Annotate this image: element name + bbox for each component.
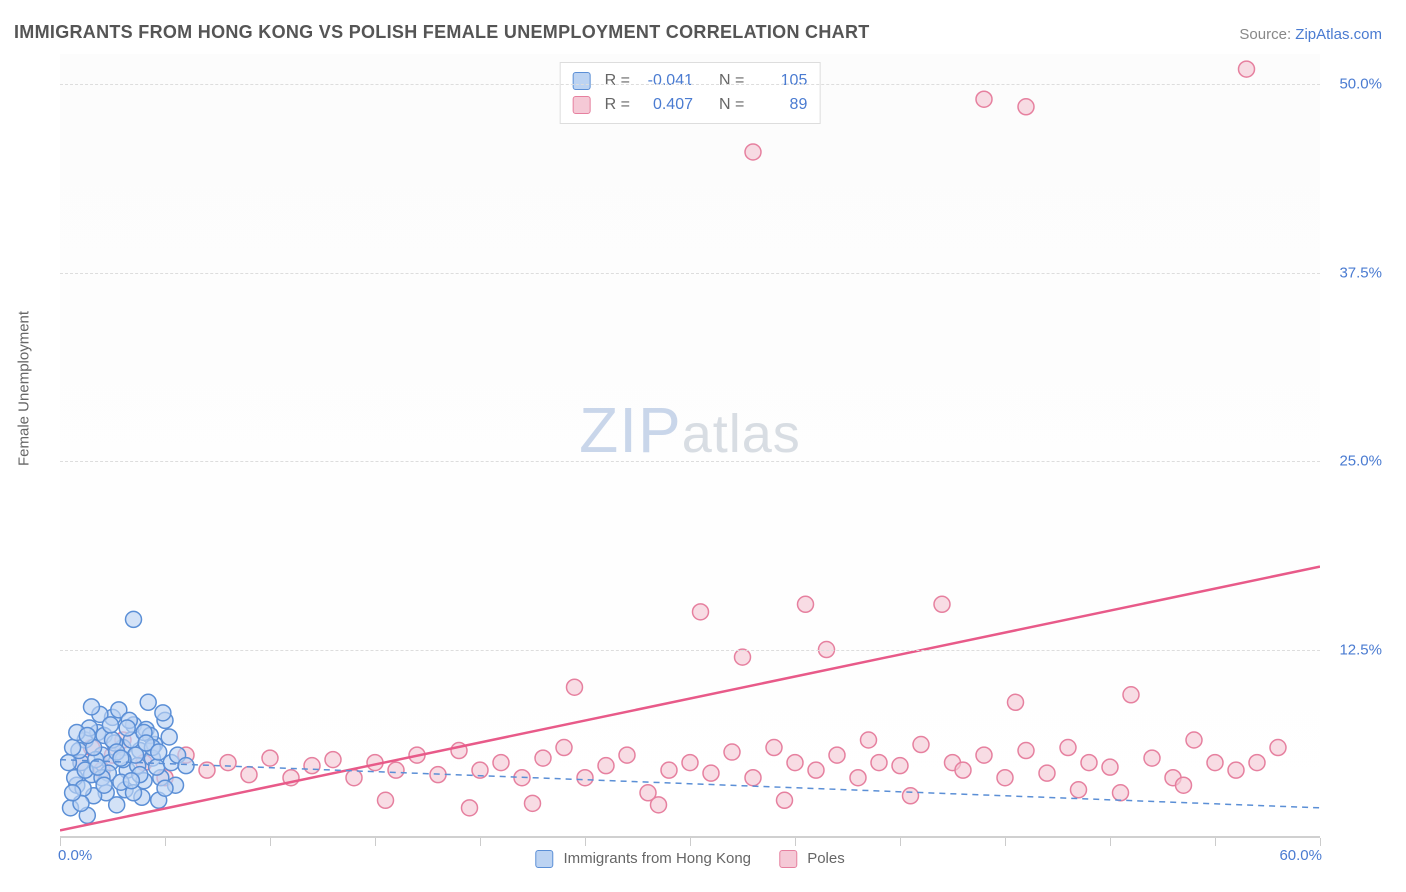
series-legend: Immigrants from Hong Kong Poles xyxy=(535,850,844,868)
chart-title: IMMIGRANTS FROM HONG KONG VS POLISH FEMA… xyxy=(14,22,870,43)
pl-r-value: 0.407 xyxy=(638,93,693,117)
x-tick xyxy=(1005,838,1006,846)
source-attribution: Source: ZipAtlas.com xyxy=(1239,26,1382,43)
hk-r-value: -0.041 xyxy=(638,69,693,93)
swatch-pl-icon xyxy=(779,850,797,868)
hk-n-value: 105 xyxy=(752,69,807,93)
n-label: N = xyxy=(719,93,744,117)
watermark: ZIPatlas xyxy=(579,393,801,467)
stats-legend: R = -0.041 N = 105 R = 0.407 N = 89 xyxy=(560,62,821,124)
gridline xyxy=(60,273,1320,274)
x-tick xyxy=(60,838,61,846)
gridline xyxy=(60,84,1320,85)
pl-n-value: 89 xyxy=(752,93,807,117)
source-link[interactable]: ZipAtlas.com xyxy=(1295,26,1382,43)
x-tick xyxy=(1320,838,1321,846)
n-label: N = xyxy=(719,69,744,93)
x-tick xyxy=(270,838,271,846)
y-tick-label: 12.5% xyxy=(1339,641,1382,658)
legend-item-hk: Immigrants from Hong Kong xyxy=(535,850,751,868)
r-label: R = xyxy=(605,93,630,117)
source-prefix: Source: xyxy=(1239,26,1295,43)
legend-item-pl: Poles xyxy=(779,850,845,868)
y-tick-label: 25.0% xyxy=(1339,453,1382,470)
legend-hk-label: Immigrants from Hong Kong xyxy=(563,850,751,867)
x-tick xyxy=(165,838,166,846)
x-tick xyxy=(1110,838,1111,846)
gridline xyxy=(60,650,1320,651)
x-origin-label: 0.0% xyxy=(58,847,92,864)
watermark-atlas: atlas xyxy=(682,403,801,465)
swatch-hk-icon xyxy=(535,850,553,868)
y-tick-label: 37.5% xyxy=(1339,264,1382,281)
x-tick xyxy=(1215,838,1216,846)
scatter-svg xyxy=(60,54,1320,838)
gridline xyxy=(60,461,1320,462)
x-tick xyxy=(480,838,481,846)
r-label: R = xyxy=(605,69,630,93)
stats-row-pl: R = 0.407 N = 89 xyxy=(573,93,808,117)
x-max-label: 60.0% xyxy=(1279,847,1322,864)
x-tick xyxy=(585,838,586,846)
x-tick xyxy=(795,838,796,846)
watermark-zip: ZIP xyxy=(579,393,682,467)
y-tick-label: 50.0% xyxy=(1339,76,1382,93)
y-axis-label: Female Unemployment xyxy=(16,311,33,466)
stats-row-hk: R = -0.041 N = 105 xyxy=(573,69,808,93)
legend-pl-label: Poles xyxy=(807,850,845,867)
x-tick xyxy=(900,838,901,846)
swatch-pl-icon xyxy=(573,96,591,114)
plot-area: ZIPatlas R = -0.041 N = 105 R = 0.407 N … xyxy=(60,54,1320,838)
swatch-hk-icon xyxy=(573,72,591,90)
chart-container: Female Unemployment ZIPatlas R = -0.041 … xyxy=(14,54,1392,878)
x-tick xyxy=(375,838,376,846)
x-tick xyxy=(690,838,691,846)
